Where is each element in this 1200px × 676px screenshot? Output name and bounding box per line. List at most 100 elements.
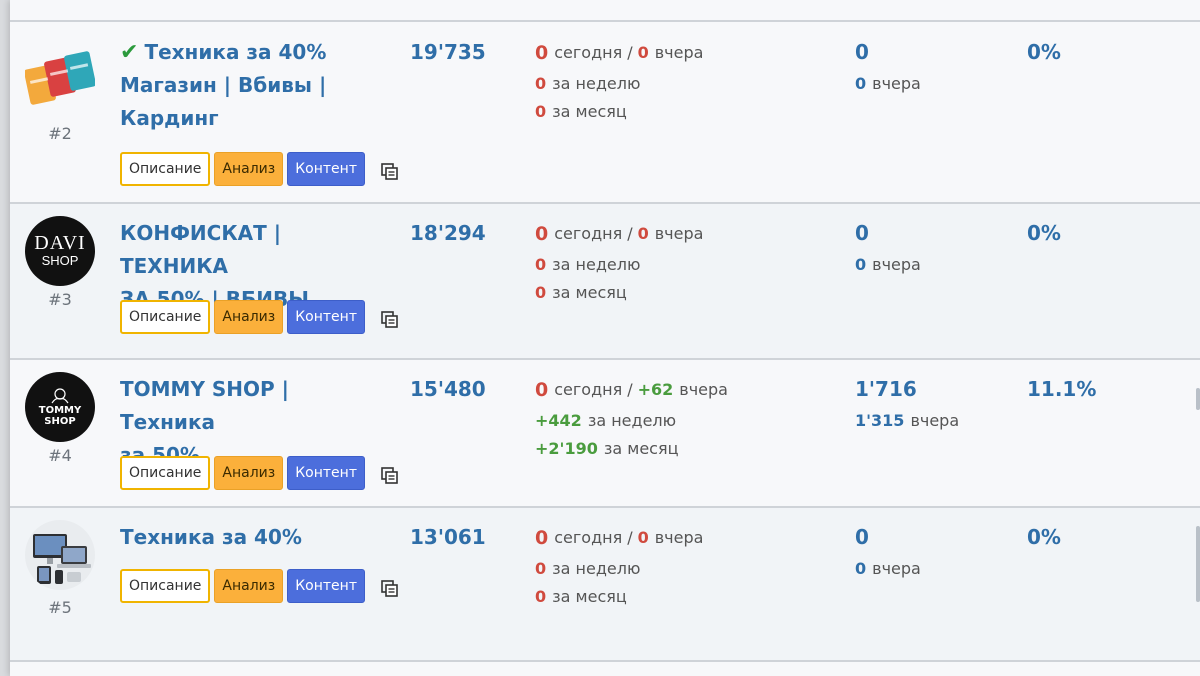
growth-month: 0 (535, 282, 547, 302)
engagement-rate: 11.1% (1027, 377, 1097, 401)
scroll-edge-marker (1196, 388, 1200, 410)
rank-label: #2 (48, 124, 72, 143)
table-row: #2 ✔ Техника за 40% Магазин | Вбивы | Кар… (10, 20, 1200, 202)
growth-month-label: за месяц (603, 438, 679, 458)
channel-avatar-block: #2 (24, 44, 96, 143)
copy-icon[interactable] (379, 465, 401, 487)
views-yesterday: 0 (855, 73, 867, 93)
growth-yesterday-label: вчера (679, 380, 728, 399)
views-block: 1'716 1'315 вчера (855, 373, 959, 434)
channel-title[interactable]: ✔ Техника за 40% Магазин | Вбивы | Кардин… (120, 36, 390, 135)
description-button[interactable]: Описание (120, 300, 211, 334)
growth-month-label: за месяц (552, 101, 627, 121)
growth-month-label: за месяц (552, 586, 627, 606)
channel-title-line: Техника за 40% (120, 525, 302, 549)
views-yesterday-label: вчера (872, 73, 921, 93)
subscribers-count: 18'294 (410, 221, 486, 245)
growth-today: 0 (535, 41, 549, 64)
views-count: 0 (855, 40, 869, 64)
credit-cards-icon[interactable] (25, 44, 95, 114)
channel-actions: Описание Анализ Контент (120, 152, 401, 186)
table-row: #5 Техника за 40% Описание Анализ Контен… (10, 506, 1200, 662)
subscriber-growth: 0 сегодня / +62 вчера +442 за неделю +2'190 за… (535, 373, 728, 462)
channel-avatar-block: TOMMY SHOP #4 (24, 372, 96, 465)
table-row: TOMMY SHOP #4 TOMMY SHOP | Техника за 50… (10, 358, 1200, 506)
growth-week: 0 (535, 73, 547, 93)
growth-today: 0 (535, 378, 549, 401)
analysis-button[interactable]: Анализ (214, 456, 284, 490)
logo-text: TOMMY (38, 405, 82, 416)
views-yesterday: 0 (855, 558, 867, 578)
growth-week: 0 (535, 558, 547, 578)
growth-yesterday-label: вчера (654, 43, 704, 62)
views-block: 0 0 вчера (855, 217, 921, 278)
table-row: DAVI SHOP #3 КОНФИСКАТ | ТЕХНИКА ЗА 50% … (10, 202, 1200, 358)
separator: / (627, 380, 633, 399)
growth-week-label: за неделю (587, 410, 677, 430)
content-button[interactable]: Контент (287, 456, 365, 490)
separator: / (627, 528, 633, 547)
channel-title-line: TOMMY SHOP | Техника (120, 377, 289, 434)
channel-actions: Описание Анализ Контент (120, 300, 401, 334)
subscriber-growth: 0 сегодня/0 вчера 0 за неделю 0 за месяц (535, 36, 703, 125)
subscribers-count: 15'480 (410, 377, 486, 401)
copy-icon[interactable] (379, 161, 401, 183)
views-count: 0 (855, 525, 869, 549)
views-yesterday: 1'315 (855, 410, 905, 430)
views-yesterday-label: вчера (872, 558, 921, 578)
growth-yesterday: 0 (637, 528, 649, 547)
subscribers-count: 13'061 (410, 525, 486, 549)
description-button[interactable]: Описание (120, 152, 211, 186)
rank-label: #3 (48, 290, 72, 309)
copy-icon[interactable] (379, 578, 401, 600)
views-block: 0 0 вчера (855, 36, 921, 97)
engagement-rate: 0% (1027, 221, 1061, 245)
apple-devices-icon[interactable] (25, 520, 95, 590)
engagement-rate: 0% (1027, 40, 1061, 64)
logo-text: DAVI (34, 232, 86, 254)
tommy-shop-logo[interactable]: TOMMY SHOP (25, 372, 95, 442)
content-button[interactable]: Контент (287, 569, 365, 603)
growth-week-label: за неделю (552, 73, 641, 93)
growth-yesterday-label: вчера (654, 528, 704, 547)
views-count: 1'716 (855, 377, 917, 401)
rank-label: #5 (48, 598, 72, 617)
channel-title-line: Магазин | Вбивы | (120, 73, 327, 97)
growth-month: 0 (535, 101, 547, 121)
growth-week: 0 (535, 254, 547, 274)
views-yesterday-label: вчера (910, 410, 960, 430)
growth-yesterday: 0 (637, 43, 649, 62)
views-yesterday: 0 (855, 254, 867, 274)
channel-avatar-block: DAVI SHOP #3 (24, 216, 96, 309)
growth-yesterday: +62 (637, 380, 674, 399)
growth-today: 0 (535, 526, 549, 549)
analysis-button[interactable]: Анализ (214, 152, 284, 186)
scroll-edge-marker (1196, 526, 1200, 602)
growth-today-label: сегодня (554, 528, 623, 547)
growth-today-label: сегодня (554, 380, 623, 399)
content-button[interactable]: Контент (287, 152, 365, 186)
logo-text: SHOP (44, 416, 76, 427)
rank-label: #4 (48, 446, 72, 465)
description-button[interactable]: Описание (120, 569, 211, 603)
growth-month-label: за месяц (552, 282, 627, 302)
logo-text: SHOP (41, 253, 79, 268)
content-button[interactable]: Контент (287, 300, 365, 334)
description-button[interactable]: Описание (120, 456, 211, 490)
copy-icon[interactable] (379, 309, 401, 331)
views-count: 0 (855, 221, 869, 245)
channel-avatar-block: #5 (24, 520, 96, 617)
analysis-button[interactable]: Анализ (214, 569, 284, 603)
subscriber-growth: 0 сегодня/0 вчера 0 за неделю 0 за месяц (535, 521, 703, 610)
views-block: 0 0 вчера (855, 521, 921, 582)
davi-shop-logo[interactable]: DAVI SHOP (25, 216, 95, 286)
analysis-button[interactable]: Анализ (214, 300, 284, 334)
growth-week-label: за неделю (552, 558, 641, 578)
growth-today-label: сегодня (554, 43, 623, 62)
channel-title-line: КОНФИСКАТ | ТЕХНИКА (120, 221, 282, 278)
engagement-rate: 0% (1027, 525, 1061, 549)
separator: / (627, 43, 633, 62)
channel-title[interactable]: Техника за 40% (120, 521, 390, 554)
channel-title-line: Кардинг (120, 106, 219, 130)
growth-week: +442 (535, 410, 582, 430)
